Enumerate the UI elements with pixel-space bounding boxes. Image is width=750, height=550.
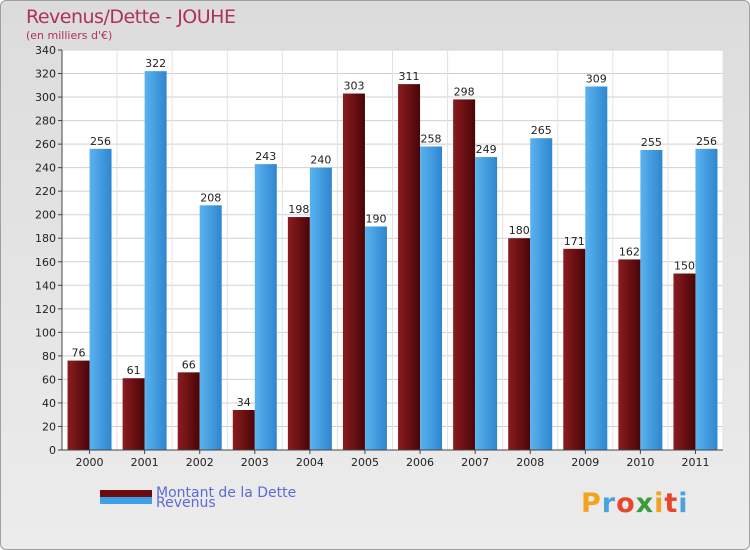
x-tick-label: 2001 — [131, 456, 159, 469]
y-tick-label: 240 — [35, 162, 56, 175]
bar-debt — [287, 217, 310, 450]
bar-revenus — [254, 164, 277, 450]
data-label-debt: 303 — [343, 80, 364, 93]
y-tick-label: 320 — [35, 68, 56, 81]
x-tick-label: 2005 — [351, 456, 379, 469]
legend-label-debt: Montant de la Dette — [156, 485, 297, 501]
data-label-debt: 61 — [127, 364, 141, 377]
bar-revenus — [144, 71, 167, 451]
data-label-revenus: 265 — [531, 124, 552, 137]
x-tick-label: 2007 — [461, 456, 489, 469]
y-tick-label: 340 — [35, 44, 56, 57]
legend-swatch-debt — [100, 490, 152, 497]
logo-letter: r — [601, 488, 617, 519]
bar-revenus — [585, 86, 608, 451]
bar-revenus — [309, 167, 332, 450]
logo-letter: i — [678, 488, 689, 519]
y-tick-label: 80 — [42, 350, 56, 363]
data-label-revenus: 243 — [255, 150, 276, 163]
bar-debt — [232, 410, 255, 450]
data-label-revenus: 255 — [641, 136, 662, 149]
x-tick-label: 2011 — [681, 456, 709, 469]
data-label-revenus: 256 — [90, 135, 111, 148]
bar-debt — [398, 84, 421, 450]
data-label-revenus: 190 — [365, 212, 386, 225]
bar-revenus — [364, 226, 387, 450]
chart-title: Revenus/Dette - JOUHE — [26, 6, 236, 28]
data-label-debt: 76 — [72, 347, 86, 360]
bar-debt — [67, 360, 90, 450]
bar-debt — [122, 378, 145, 450]
logo-letter: o — [616, 488, 636, 519]
data-label-debt: 150 — [674, 260, 695, 273]
x-tick-label: 2010 — [626, 456, 654, 469]
y-tick-label: 180 — [35, 232, 56, 245]
data-label-revenus: 256 — [696, 135, 717, 148]
bar-revenus — [89, 148, 112, 450]
bar-debt — [673, 273, 696, 450]
logo-letter: x — [635, 488, 655, 519]
data-label-debt: 298 — [454, 85, 475, 98]
proxiti-logo: Proxiti — [581, 488, 689, 519]
bar-debt — [342, 93, 365, 450]
y-tick-label: 20 — [42, 420, 56, 433]
bar-debt — [618, 259, 641, 450]
bar-revenus — [420, 146, 443, 450]
x-tick-label: 2003 — [241, 456, 269, 469]
data-label-debt: 311 — [399, 70, 420, 83]
x-tick-label: 2004 — [296, 456, 324, 469]
data-label-revenus: 240 — [310, 154, 331, 167]
bar-debt — [177, 372, 200, 450]
y-tick-label: 200 — [35, 209, 56, 222]
y-tick-label: 220 — [35, 185, 56, 198]
data-label-revenus: 208 — [200, 191, 221, 204]
bar-debt — [563, 248, 586, 450]
y-tick-label: 100 — [35, 326, 56, 339]
logo-letter: t — [664, 488, 679, 519]
data-label-revenus: 322 — [145, 57, 166, 70]
logo-letter: i — [654, 488, 665, 519]
bar-revenus — [475, 157, 498, 450]
data-label-debt: 66 — [182, 358, 196, 371]
data-label-debt: 198 — [288, 203, 309, 216]
x-tick-label: 2002 — [186, 456, 214, 469]
bar-revenus — [695, 148, 718, 450]
x-tick-label: 2000 — [76, 456, 104, 469]
data-label-debt: 171 — [564, 235, 585, 248]
chart-subtitle: (en milliers d'€) — [26, 29, 113, 42]
bar-revenus — [640, 150, 663, 450]
y-tick-label: 280 — [35, 115, 56, 128]
bar-revenus — [199, 205, 222, 450]
legend-swatch-revenus — [100, 497, 152, 504]
bar-revenus — [530, 138, 553, 450]
data-label-revenus: 249 — [476, 143, 497, 156]
y-tick-label: 300 — [35, 91, 56, 104]
data-label-revenus: 309 — [586, 72, 607, 85]
legend-label-revenus: Revenus — [156, 495, 216, 511]
bar-debt — [508, 238, 531, 450]
bar-debt — [453, 99, 476, 450]
data-label-debt: 180 — [509, 224, 530, 237]
data-label-debt: 162 — [619, 245, 640, 258]
data-label-debt: 34 — [237, 396, 251, 409]
data-label-revenus: 258 — [421, 132, 442, 145]
y-tick-label: 160 — [35, 256, 56, 269]
x-tick-label: 2006 — [406, 456, 434, 469]
y-tick-label: 120 — [35, 303, 56, 316]
logo-letter: P — [581, 488, 602, 519]
x-tick-label: 2009 — [571, 456, 599, 469]
y-tick-label: 0 — [49, 444, 56, 457]
x-tick-label: 2008 — [516, 456, 544, 469]
y-tick-label: 40 — [42, 397, 56, 410]
y-tick-label: 60 — [42, 373, 56, 386]
y-tick-label: 140 — [35, 279, 56, 292]
y-tick-label: 260 — [35, 138, 56, 151]
